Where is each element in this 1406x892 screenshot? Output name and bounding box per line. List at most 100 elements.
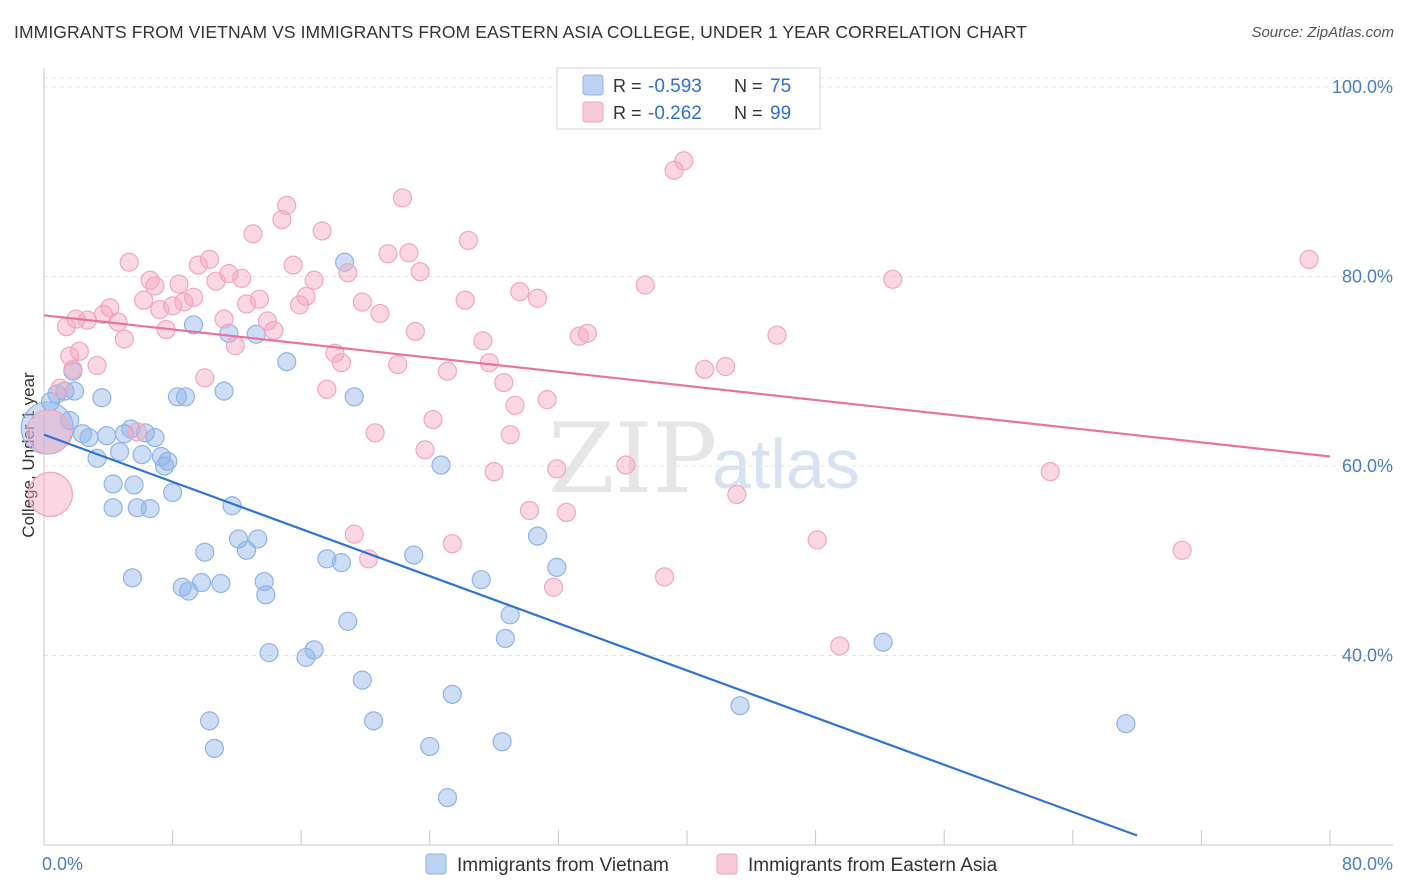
legend-n-label-vietnam: N = xyxy=(734,76,763,96)
point-0-58 xyxy=(404,545,424,565)
point-1-18 xyxy=(145,276,165,296)
point-1-23 xyxy=(174,292,194,312)
point-0-53 xyxy=(335,252,355,272)
point-1-50 xyxy=(352,292,372,312)
series-legend-label-vietnam: Immigrants from Vietnam xyxy=(457,855,669,876)
point-0-35 xyxy=(199,711,220,731)
point-1-25 xyxy=(188,255,208,275)
point-1-65 xyxy=(458,230,478,251)
x-tick-label-max: 80.0% xyxy=(1342,854,1393,874)
point-1-58 xyxy=(405,321,425,342)
series-legend-swatch-vietnam xyxy=(425,853,447,875)
point-1-56 xyxy=(392,188,413,208)
point-1-96 xyxy=(1299,249,1319,270)
y-tick-label-60: 60.0% xyxy=(1342,456,1393,476)
point-0-71 xyxy=(1116,714,1136,734)
point-0-20 xyxy=(132,445,152,465)
point-1-2 xyxy=(50,378,70,398)
point-0-10 xyxy=(92,388,112,408)
point-1-16 xyxy=(134,290,154,310)
point-1-34 xyxy=(243,224,263,244)
point-0-59 xyxy=(420,736,440,757)
legend-swatch-vietnam xyxy=(582,74,604,96)
point-0-41 xyxy=(228,529,249,549)
point-1-87 xyxy=(695,359,715,379)
x-tick-label-min: 0.0% xyxy=(42,854,83,874)
point-0-33 xyxy=(191,572,212,593)
series-points-0 xyxy=(20,252,1136,808)
point-0-60 xyxy=(431,455,451,475)
point-0-68 xyxy=(547,557,567,577)
point-1-59 xyxy=(410,262,430,282)
point-0-55 xyxy=(344,387,364,407)
point-0-5 xyxy=(60,410,80,431)
point-1-82 xyxy=(635,275,655,295)
point-1-37 xyxy=(264,320,284,341)
point-1-33 xyxy=(236,294,257,314)
trend-line-0 xyxy=(43,433,1138,837)
point-0-38 xyxy=(214,381,234,401)
point-1-63 xyxy=(442,534,462,554)
point-0-14 xyxy=(109,442,130,462)
point-0-21 xyxy=(135,423,155,443)
point-1-48 xyxy=(338,263,358,283)
point-0-32 xyxy=(183,315,204,335)
point-1-40 xyxy=(283,255,303,275)
point-1-7 xyxy=(69,341,89,361)
point-1-92 xyxy=(830,636,850,656)
legend-n-value-eastern-asia: 99 xyxy=(770,103,791,124)
point-0-18 xyxy=(124,475,144,495)
trend-line-1 xyxy=(43,314,1331,458)
point-1-57 xyxy=(399,243,419,263)
watermark: ZIP atlas xyxy=(548,403,860,515)
point-1-81 xyxy=(616,455,636,475)
point-1-45 xyxy=(317,379,337,399)
point-1-72 xyxy=(510,282,530,302)
point-1-32 xyxy=(232,268,252,288)
point-0-39 xyxy=(219,323,239,343)
point-1-70 xyxy=(500,425,520,445)
point-1-0 xyxy=(26,409,72,455)
point-0-1 xyxy=(40,391,61,412)
point-1-22 xyxy=(169,274,189,294)
point-0-36 xyxy=(204,738,224,758)
point-1-29 xyxy=(214,309,234,329)
point-1-44 xyxy=(312,221,332,241)
point-0-51 xyxy=(317,549,337,569)
point-0-54 xyxy=(338,611,358,631)
y-tick-label-100: 100.0% xyxy=(1332,77,1393,97)
point-1-66 xyxy=(473,331,493,351)
point-1-60 xyxy=(415,440,435,460)
y-axis-label: College, Under 1 year xyxy=(19,372,38,538)
legend-r-label-vietnam: R = xyxy=(613,76,642,96)
point-1-71 xyxy=(505,395,525,415)
point-0-67 xyxy=(527,526,548,546)
point-0-57 xyxy=(363,711,384,731)
point-1-9 xyxy=(87,355,107,376)
point-1-21 xyxy=(163,296,183,316)
point-1-88 xyxy=(715,356,736,377)
point-1-14 xyxy=(119,252,139,272)
point-1-15 xyxy=(127,422,147,442)
chart-title: IMMIGRANTS FROM VIETNAM VS IMMIGRANTS FR… xyxy=(14,22,1027,42)
point-0-30 xyxy=(175,387,196,407)
point-1-91 xyxy=(807,530,827,550)
point-0-17 xyxy=(122,568,143,588)
point-1-86 xyxy=(674,151,694,171)
point-0-12 xyxy=(103,498,123,518)
legend-n-label-eastern-asia: N = xyxy=(734,103,763,123)
point-1-84 xyxy=(654,567,675,587)
point-1-26 xyxy=(195,368,215,388)
point-1-35 xyxy=(249,289,270,309)
point-1-24 xyxy=(183,287,204,307)
point-0-13 xyxy=(103,474,123,494)
point-0-26 xyxy=(158,451,178,471)
point-0-22 xyxy=(140,499,160,519)
legend-r-label-eastern-asia: R = xyxy=(613,103,642,123)
point-1-42 xyxy=(296,286,316,306)
point-1-94 xyxy=(1040,462,1060,482)
point-1-78 xyxy=(556,502,577,523)
point-1-36 xyxy=(257,311,278,331)
point-1-38 xyxy=(272,210,292,230)
legend-r-value-vietnam: -0.593 xyxy=(648,76,702,97)
